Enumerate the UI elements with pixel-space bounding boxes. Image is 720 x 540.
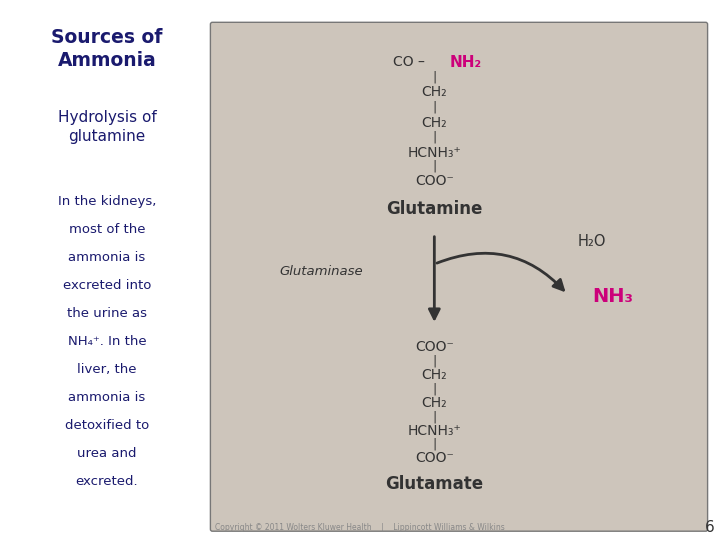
Text: CO –: CO – xyxy=(393,55,429,69)
Text: CH₂: CH₂ xyxy=(421,396,447,410)
Text: In the kidneys,: In the kidneys, xyxy=(58,195,156,208)
FancyArrowPatch shape xyxy=(437,253,564,290)
Text: excreted.: excreted. xyxy=(76,475,138,488)
Text: ammonia is: ammonia is xyxy=(68,251,145,264)
Text: detoxified to: detoxified to xyxy=(65,419,149,432)
Text: excreted into: excreted into xyxy=(63,279,151,292)
Text: |: | xyxy=(432,355,436,368)
Text: COO⁻: COO⁻ xyxy=(415,450,454,464)
Text: HCNH₃⁺: HCNH₃⁺ xyxy=(408,146,462,160)
Text: most of the: most of the xyxy=(68,223,145,236)
Text: NH₃: NH₃ xyxy=(592,287,633,306)
Text: |: | xyxy=(432,131,436,144)
Text: CH₂: CH₂ xyxy=(421,116,447,130)
Text: liver, the: liver, the xyxy=(77,363,137,376)
Text: COO⁻: COO⁻ xyxy=(415,340,454,354)
Text: HCNH₃⁺: HCNH₃⁺ xyxy=(408,424,462,438)
Text: Glutamine: Glutamine xyxy=(386,200,482,218)
Text: urea and: urea and xyxy=(77,447,137,460)
Text: |: | xyxy=(432,100,436,113)
Text: NH₂: NH₂ xyxy=(449,55,481,70)
Text: CH₂: CH₂ xyxy=(421,85,447,99)
Text: |: | xyxy=(432,70,436,83)
FancyBboxPatch shape xyxy=(210,22,708,531)
Text: CH₂: CH₂ xyxy=(421,368,447,382)
Text: H₂O: H₂O xyxy=(577,234,606,249)
Text: |: | xyxy=(432,160,436,173)
Text: ammonia is: ammonia is xyxy=(68,391,145,404)
Text: Hydrolysis of
glutamine: Hydrolysis of glutamine xyxy=(58,110,156,144)
Text: COO⁻: COO⁻ xyxy=(415,174,454,188)
Text: Sources of
Ammonia: Sources of Ammonia xyxy=(51,28,163,70)
Text: Copyright © 2011 Wolters Kluwer Health    |    Lippincott Williams & Wilkins: Copyright © 2011 Wolters Kluwer Health |… xyxy=(215,523,505,532)
Text: |: | xyxy=(432,437,436,450)
Text: the urine as: the urine as xyxy=(67,307,147,320)
Text: |: | xyxy=(432,410,436,423)
Text: 6: 6 xyxy=(706,520,715,535)
Text: Glutamate: Glutamate xyxy=(385,475,483,493)
Text: NH₄⁺. In the: NH₄⁺. In the xyxy=(68,335,146,348)
Text: Glutaminase: Glutaminase xyxy=(279,265,363,278)
Text: |: | xyxy=(432,382,436,395)
